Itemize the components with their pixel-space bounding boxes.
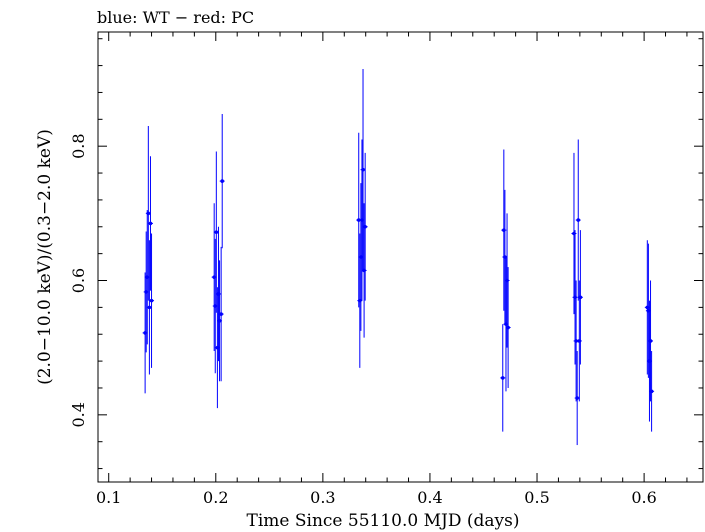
axis-ticks	[98, 32, 703, 482]
x-tick-label: 0.1	[96, 488, 121, 507]
x-axis-label: Time Since 55110.0 MJD (days)	[247, 511, 520, 531]
data-point	[145, 126, 151, 301]
point-marker	[578, 295, 583, 300]
y-tick-label: 0.6	[69, 268, 88, 293]
x-tick-label: 0.4	[417, 488, 442, 507]
axis-tick-labels: 0.1 0.2 0.3 0.4 0.5 0.6 0.4 0.6 0.8	[69, 133, 657, 507]
point-marker	[575, 396, 579, 400]
data-point	[362, 152, 368, 301]
data-point	[213, 151, 219, 313]
data-point	[505, 267, 511, 388]
point-marker	[214, 230, 219, 234]
data-point	[147, 156, 153, 291]
point-marker	[149, 298, 154, 303]
plot-frame	[97, 31, 704, 483]
point-marker	[217, 319, 222, 323]
data-point	[572, 230, 578, 365]
data-point	[500, 324, 506, 432]
x-tick-label: 0.3	[310, 488, 335, 507]
point-marker	[220, 179, 225, 183]
data-point	[649, 351, 655, 432]
y-axis-label: (2.0−10.0 keV)/(0.3−2.0 keV)	[35, 129, 55, 385]
point-marker	[219, 312, 223, 316]
point-marker	[363, 224, 367, 229]
data-point	[360, 68, 366, 271]
point-marker	[506, 325, 510, 330]
data-point	[577, 230, 583, 365]
point-marker	[146, 211, 151, 216]
point-marker	[649, 389, 654, 394]
y-tick-label: 0.8	[69, 133, 88, 158]
data-point	[149, 233, 155, 368]
point-marker	[576, 218, 581, 222]
point-marker	[648, 339, 653, 343]
data-point	[218, 246, 224, 382]
data-point	[575, 139, 581, 301]
point-marker	[574, 339, 578, 343]
y-tick-label: 0.4	[69, 402, 88, 427]
point-marker	[500, 376, 505, 380]
x-tick-label: 0.2	[203, 488, 228, 507]
point-marker	[147, 305, 152, 310]
x-tick-label: 0.6	[631, 488, 656, 507]
data-point	[648, 280, 654, 402]
chart-title: blue: WT − red: PC	[97, 8, 254, 27]
point-marker	[356, 218, 361, 222]
data-points	[142, 68, 655, 446]
x-tick-label: 0.5	[524, 488, 549, 507]
point-marker	[148, 221, 153, 226]
data-point	[219, 113, 225, 249]
point-marker	[361, 167, 365, 172]
